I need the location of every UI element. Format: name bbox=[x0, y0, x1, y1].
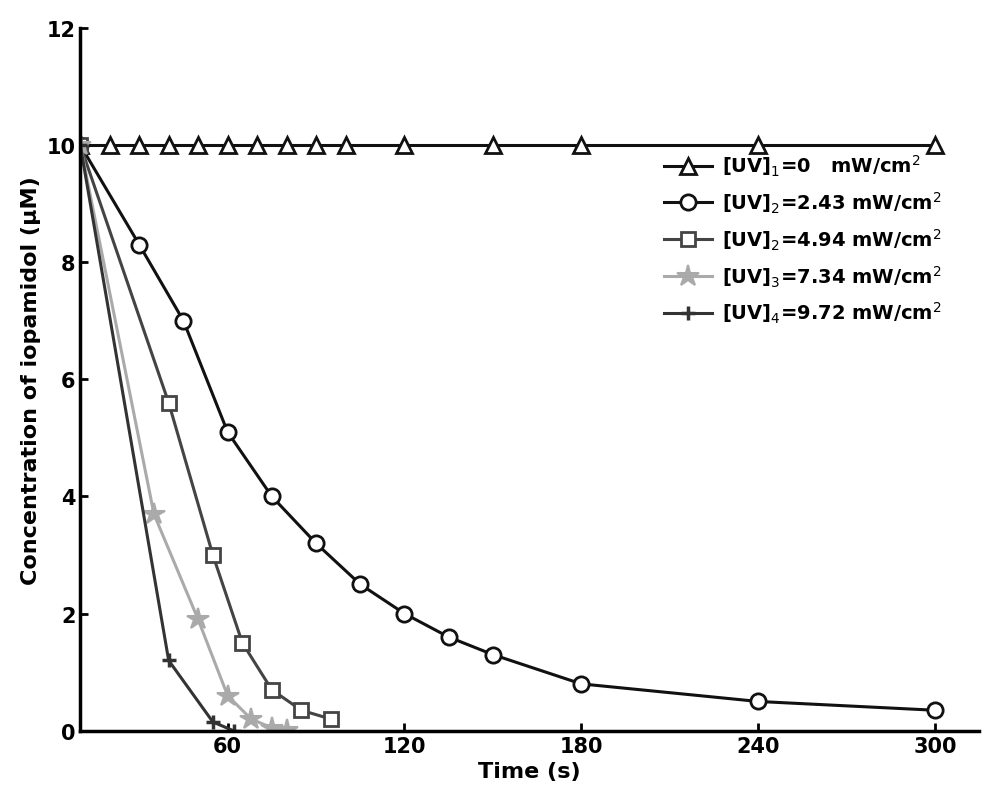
[UV]$_2$=4.94 mW/cm$^2$ bbox=[266, 685, 278, 695]
[UV]$_1$=0   mW/cm$^2$ bbox=[251, 141, 263, 151]
[UV]$_2$=2.43 mW/cm$^2$ bbox=[222, 427, 234, 437]
Line: [UV]$_3$=7.34 mW/cm$^2$: [UV]$_3$=7.34 mW/cm$^2$ bbox=[69, 135, 298, 741]
[UV]$_4$=9.72 mW/cm$^2$ bbox=[163, 656, 175, 666]
X-axis label: Time (s): Time (s) bbox=[478, 761, 581, 781]
[UV]$_4$=9.72 mW/cm$^2$ bbox=[207, 717, 219, 727]
[UV]$_1$=0   mW/cm$^2$ bbox=[222, 141, 234, 151]
[UV]$_2$=2.43 mW/cm$^2$ bbox=[310, 539, 322, 549]
[UV]$_2$=2.43 mW/cm$^2$ bbox=[354, 580, 366, 589]
Line: [UV]$_1$=0   mW/cm$^2$: [UV]$_1$=0 mW/cm$^2$ bbox=[73, 138, 943, 153]
[UV]$_3$=7.34 mW/cm$^2$ bbox=[192, 615, 204, 625]
Legend: [UV]$_1$=0   mW/cm$^2$, [UV]$_2$=2.43 mW/cm$^2$, [UV]$_2$=4.94 mW/cm$^2$, [UV]$_: [UV]$_1$=0 mW/cm$^2$, [UV]$_2$=2.43 mW/c… bbox=[654, 144, 951, 336]
Line: [UV]$_2$=4.94 mW/cm$^2$: [UV]$_2$=4.94 mW/cm$^2$ bbox=[73, 139, 338, 726]
[UV]$_2$=2.43 mW/cm$^2$ bbox=[74, 141, 86, 151]
[UV]$_1$=0   mW/cm$^2$ bbox=[133, 141, 145, 151]
[UV]$_2$=2.43 mW/cm$^2$ bbox=[575, 679, 587, 689]
[UV]$_1$=0   mW/cm$^2$ bbox=[752, 141, 764, 151]
[UV]$_2$=2.43 mW/cm$^2$ bbox=[398, 609, 410, 618]
[UV]$_1$=0   mW/cm$^2$ bbox=[398, 141, 410, 151]
[UV]$_2$=2.43 mW/cm$^2$ bbox=[443, 633, 455, 642]
[UV]$_3$=7.34 mW/cm$^2$ bbox=[222, 691, 234, 701]
[UV]$_2$=4.94 mW/cm$^2$ bbox=[236, 638, 248, 648]
[UV]$_2$=2.43 mW/cm$^2$ bbox=[133, 241, 145, 250]
[UV]$_2$=4.94 mW/cm$^2$ bbox=[163, 399, 175, 408]
[UV]$_3$=7.34 mW/cm$^2$ bbox=[281, 725, 293, 735]
[UV]$_2$=2.43 mW/cm$^2$ bbox=[177, 317, 189, 326]
[UV]$_1$=0   mW/cm$^2$ bbox=[929, 141, 941, 151]
[UV]$_2$=2.43 mW/cm$^2$ bbox=[929, 706, 941, 715]
[UV]$_1$=0   mW/cm$^2$ bbox=[340, 141, 352, 151]
[UV]$_1$=0   mW/cm$^2$ bbox=[74, 141, 86, 151]
[UV]$_3$=7.34 mW/cm$^2$ bbox=[266, 723, 278, 733]
[UV]$_4$=9.72 mW/cm$^2$ bbox=[228, 726, 240, 735]
[UV]$_2$=4.94 mW/cm$^2$ bbox=[295, 706, 307, 715]
[UV]$_2$=4.94 mW/cm$^2$ bbox=[325, 715, 337, 724]
Line: [UV]$_4$=9.72 mW/cm$^2$: [UV]$_4$=9.72 mW/cm$^2$ bbox=[73, 139, 240, 738]
[UV]$_1$=0   mW/cm$^2$ bbox=[163, 141, 175, 151]
[UV]$_2$=2.43 mW/cm$^2$ bbox=[752, 697, 764, 707]
[UV]$_1$=0   mW/cm$^2$ bbox=[192, 141, 204, 151]
[UV]$_1$=0   mW/cm$^2$ bbox=[104, 141, 116, 151]
[UV]$_2$=2.43 mW/cm$^2$ bbox=[266, 492, 278, 501]
[UV]$_2$=4.94 mW/cm$^2$ bbox=[74, 141, 86, 151]
[UV]$_3$=7.34 mW/cm$^2$ bbox=[74, 141, 86, 151]
[UV]$_2$=4.94 mW/cm$^2$ bbox=[207, 550, 219, 560]
Line: [UV]$_2$=2.43 mW/cm$^2$: [UV]$_2$=2.43 mW/cm$^2$ bbox=[73, 138, 943, 718]
[UV]$_1$=0   mW/cm$^2$ bbox=[310, 141, 322, 151]
[UV]$_1$=0   mW/cm$^2$ bbox=[575, 141, 587, 151]
[UV]$_3$=7.34 mW/cm$^2$ bbox=[148, 509, 160, 519]
[UV]$_2$=2.43 mW/cm$^2$ bbox=[487, 650, 499, 659]
[UV]$_3$=7.34 mW/cm$^2$ bbox=[245, 715, 257, 724]
[UV]$_1$=0   mW/cm$^2$ bbox=[487, 141, 499, 151]
[UV]$_4$=9.72 mW/cm$^2$ bbox=[74, 141, 86, 151]
[UV]$_1$=0   mW/cm$^2$ bbox=[281, 141, 293, 151]
Y-axis label: Concentration of iopamidol (μM): Concentration of iopamidol (μM) bbox=[21, 176, 41, 584]
